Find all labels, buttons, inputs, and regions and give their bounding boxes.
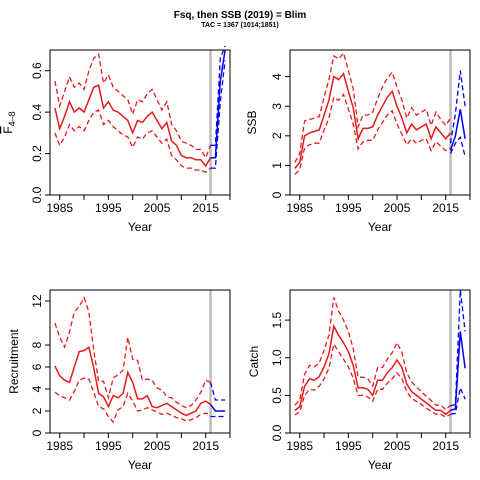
series-projection-lower <box>210 60 226 169</box>
y-tick-label: 2 <box>270 132 284 139</box>
series-projection-upper <box>449 70 466 144</box>
x-tick-label: 1985 <box>46 439 73 453</box>
series-historic-median <box>294 323 451 416</box>
y-tick-label: 0.0 <box>30 186 44 203</box>
series-projection-median <box>210 49 226 159</box>
y-tick-label: 0.5 <box>270 387 284 404</box>
series-historic-upper <box>294 51 452 163</box>
series-projection-median <box>209 403 226 412</box>
x-tick-label: 1995 <box>95 201 122 215</box>
x-tick-label: 1985 <box>286 439 313 453</box>
y-tick-label: 4 <box>30 385 44 392</box>
y-axis-label: SSB <box>245 110 259 134</box>
y-tick-label: 12 <box>30 294 44 308</box>
chart-title: Fsq, then SSB (2019) = Blim <box>173 10 307 21</box>
y-axis-label: F4–8 <box>1 111 17 133</box>
series-projection-lower <box>449 135 466 157</box>
y-tick-label: 1.0 <box>270 349 284 366</box>
series-projection-median <box>449 109 466 151</box>
y-tick-label: 0.2 <box>30 145 44 162</box>
y-tick-label: 0.4 <box>30 103 44 120</box>
series-historic-median <box>54 345 211 417</box>
panel-catch: 1985 1995 2005 2015 0.0 0.5 1.0 1.5 Year Catch <box>247 289 471 472</box>
x-tick-label: 2005 <box>144 201 171 215</box>
series-historic-lower <box>294 342 451 418</box>
x-tick-label: 2015 <box>192 201 219 215</box>
x-tick-label: 1995 <box>95 439 122 453</box>
series-historic-median <box>294 72 452 169</box>
x-tick-label: 1985 <box>286 201 313 215</box>
x-axis-label: Year <box>368 458 392 472</box>
y-axis-label: Catch <box>247 346 261 377</box>
series-historic-upper <box>54 296 211 409</box>
series-projection-upper <box>209 382 226 401</box>
series-historic-upper <box>294 297 451 411</box>
plot-frame <box>49 49 231 196</box>
x-tick-label: 2015 <box>192 439 219 453</box>
series-historic-lower <box>54 109 211 173</box>
y-axis-label: Recruitment <box>7 328 21 393</box>
series-projection-upper <box>450 289 466 407</box>
x-tick-label: 2005 <box>384 439 411 453</box>
x-tick-label: 1985 <box>46 201 73 215</box>
y-tick-label: 1 <box>270 162 284 169</box>
x-tick-label: 1995 <box>335 201 362 215</box>
plot-frame <box>289 289 471 434</box>
series-projection-median <box>450 331 466 412</box>
y-tick-label: 4 <box>270 73 284 80</box>
series-historic-median <box>54 84 212 168</box>
y-tick-label: 0.6 <box>30 62 44 79</box>
x-tick-label: 2015 <box>432 439 459 453</box>
y-tick-label: 0.0 <box>270 424 284 441</box>
series-projection-upper <box>210 45 226 146</box>
y-tick-label: 2 <box>30 407 44 414</box>
x-tick-label: 2005 <box>144 439 171 453</box>
y-tick-label: 6 <box>30 363 44 370</box>
x-tick-label: 1995 <box>335 439 362 453</box>
chart-subtitle: TAC = 1367 (1014;1851) <box>201 22 279 29</box>
x-axis-label: Year <box>368 220 392 234</box>
y-tick-label: 0 <box>270 191 284 198</box>
series-historic-upper <box>54 52 212 160</box>
x-axis-label: Year <box>128 220 152 234</box>
x-tick-label: 2015 <box>432 201 459 215</box>
y-tick-label: 8 <box>30 341 44 348</box>
series-historic-lower <box>294 93 451 175</box>
panel-recruitment: 1985 1995 2005 2015 0 2 4 6 8 12 Year Recruitment <box>7 289 231 472</box>
y-tick-label: 3 <box>270 103 284 110</box>
plot-frame <box>49 289 231 434</box>
panel-f: 1985 1995 2005 2015 0.0 0.2 0.4 0.6 Year F4–8 <box>1 45 231 234</box>
x-tick-label: 2005 <box>384 201 411 215</box>
series-projection-lower <box>450 385 466 415</box>
panel-ssb: 1985 1995 2005 2015 0 1 2 3 4 Year SSB <box>245 49 471 234</box>
plot-frame <box>289 49 471 196</box>
y-tick-label: 0 <box>30 429 44 436</box>
series-historic-lower <box>54 377 211 424</box>
x-axis-label: Year <box>128 458 152 472</box>
y-tick-label: 1.5 <box>270 311 284 328</box>
